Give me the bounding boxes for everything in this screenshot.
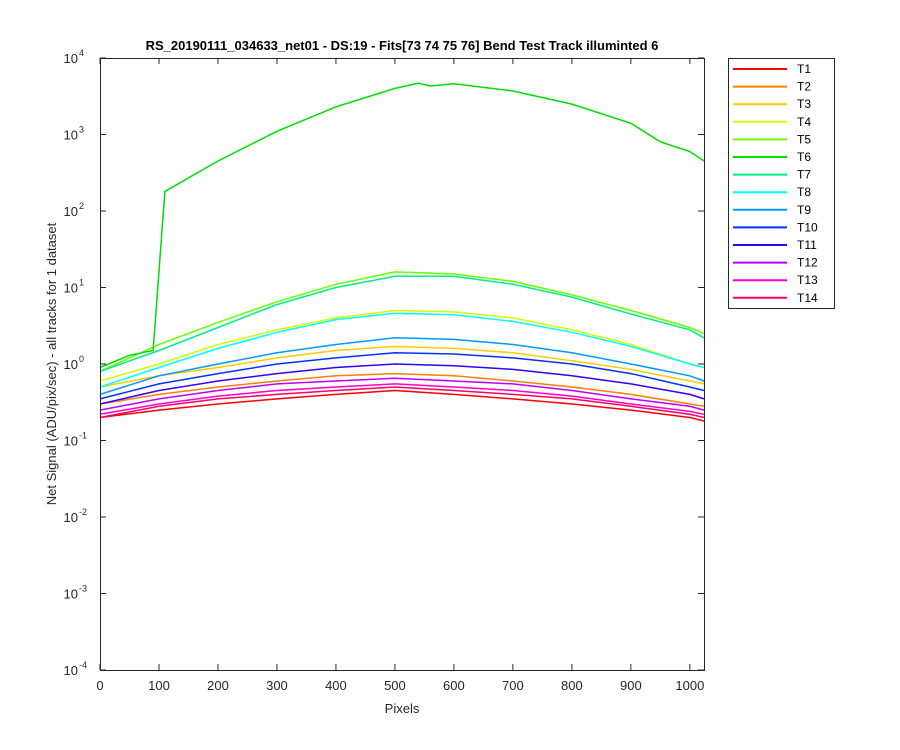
legend-label-t10: T10	[797, 220, 818, 234]
series-line-t1	[99, 389, 705, 422]
legend-items: T1 T2 T3 T4 T5 T6 T7 T8 T9 T10 T11 T12 T13 T14	[733, 62, 818, 305]
x-tick-label: 500	[384, 678, 406, 693]
y-tick-label: 10	[64, 434, 78, 449]
y-tick-exponent: 1	[79, 278, 84, 288]
series-line-t13	[99, 383, 705, 416]
x-tick-label: 400	[325, 678, 347, 693]
series-line-t4	[99, 309, 705, 382]
y-tick-exponent: -4	[79, 660, 87, 670]
x-tick-label: 300	[266, 678, 288, 693]
y-tick-label: 10	[64, 357, 78, 372]
y-tick-exponent: 0	[79, 354, 84, 364]
y-tick-exponent: 3	[79, 125, 84, 135]
series-line-t10	[99, 352, 705, 400]
x-tick-label: 600	[443, 678, 465, 693]
y-tick-exponent: 2	[79, 201, 84, 211]
legend-label-t5: T5	[797, 132, 811, 146]
legend-label-t1: T1	[797, 62, 811, 76]
x-tick-label: 700	[502, 678, 524, 693]
legend: T1 T2 T3 T4 T5 T6 T7 T8 T9 T10 T11 T12 T13 T14	[728, 58, 835, 309]
series-line-t9	[99, 337, 705, 396]
series-layer	[99, 82, 705, 422]
legend-label-t7: T7	[797, 168, 811, 182]
legend-box	[728, 58, 835, 309]
x-tick-label: 0	[96, 678, 103, 693]
chart-title: RS_20190111_034633_net01 - DS:19 - Fits[…	[146, 38, 659, 53]
legend-label-t4: T4	[797, 115, 811, 129]
y-tick-exponent: -1	[79, 431, 87, 441]
x-axis-label: Pixels	[385, 701, 420, 716]
series-line-t5	[99, 271, 705, 373]
y-tick-label: 10	[64, 281, 78, 296]
legend-label-t11: T11	[797, 238, 817, 252]
x-tick-label: 200	[207, 678, 229, 693]
legend-label-t9: T9	[797, 203, 811, 217]
series-line-t7	[99, 275, 705, 373]
series-line-t14	[99, 386, 705, 419]
x-tick-label: 100	[148, 678, 170, 693]
x-tick-label: 1000	[675, 678, 704, 693]
y-tick-label: 10	[64, 51, 78, 66]
legend-label-t2: T2	[797, 80, 811, 94]
series-line-t8	[99, 312, 705, 388]
y-tick-exponent: -3	[79, 584, 87, 594]
y-axis-label: Net Signal (ADU/pix/sec) - all tracks fo…	[44, 222, 59, 505]
y-tick-exponent: 4	[79, 48, 84, 58]
series-line-t3	[99, 345, 705, 388]
legend-label-t13: T13	[797, 273, 818, 287]
legend-label-t8: T8	[797, 185, 811, 199]
y-tick-label: 10	[64, 128, 78, 143]
legend-label-t3: T3	[797, 97, 811, 111]
y-tick-exponent: -2	[79, 507, 87, 517]
series-line-t2	[99, 372, 705, 408]
legend-label-t6: T6	[797, 150, 811, 164]
x-tick-label: 900	[620, 678, 642, 693]
x-axis: 0 100 200 300 400 500 600 700 800 900 1000	[96, 58, 704, 693]
legend-label-t14: T14	[797, 291, 818, 305]
y-tick-label: 10	[64, 587, 78, 602]
y-tick-label: 10	[64, 204, 78, 219]
series-line-t12	[99, 377, 705, 411]
x-tick-label: 800	[561, 678, 583, 693]
series-line-t11	[99, 363, 705, 405]
y-tick-label: 10	[64, 663, 78, 678]
legend-label-t12: T12	[797, 256, 818, 270]
series-line-t6	[99, 82, 705, 369]
y-tick-label: 10	[64, 510, 78, 525]
